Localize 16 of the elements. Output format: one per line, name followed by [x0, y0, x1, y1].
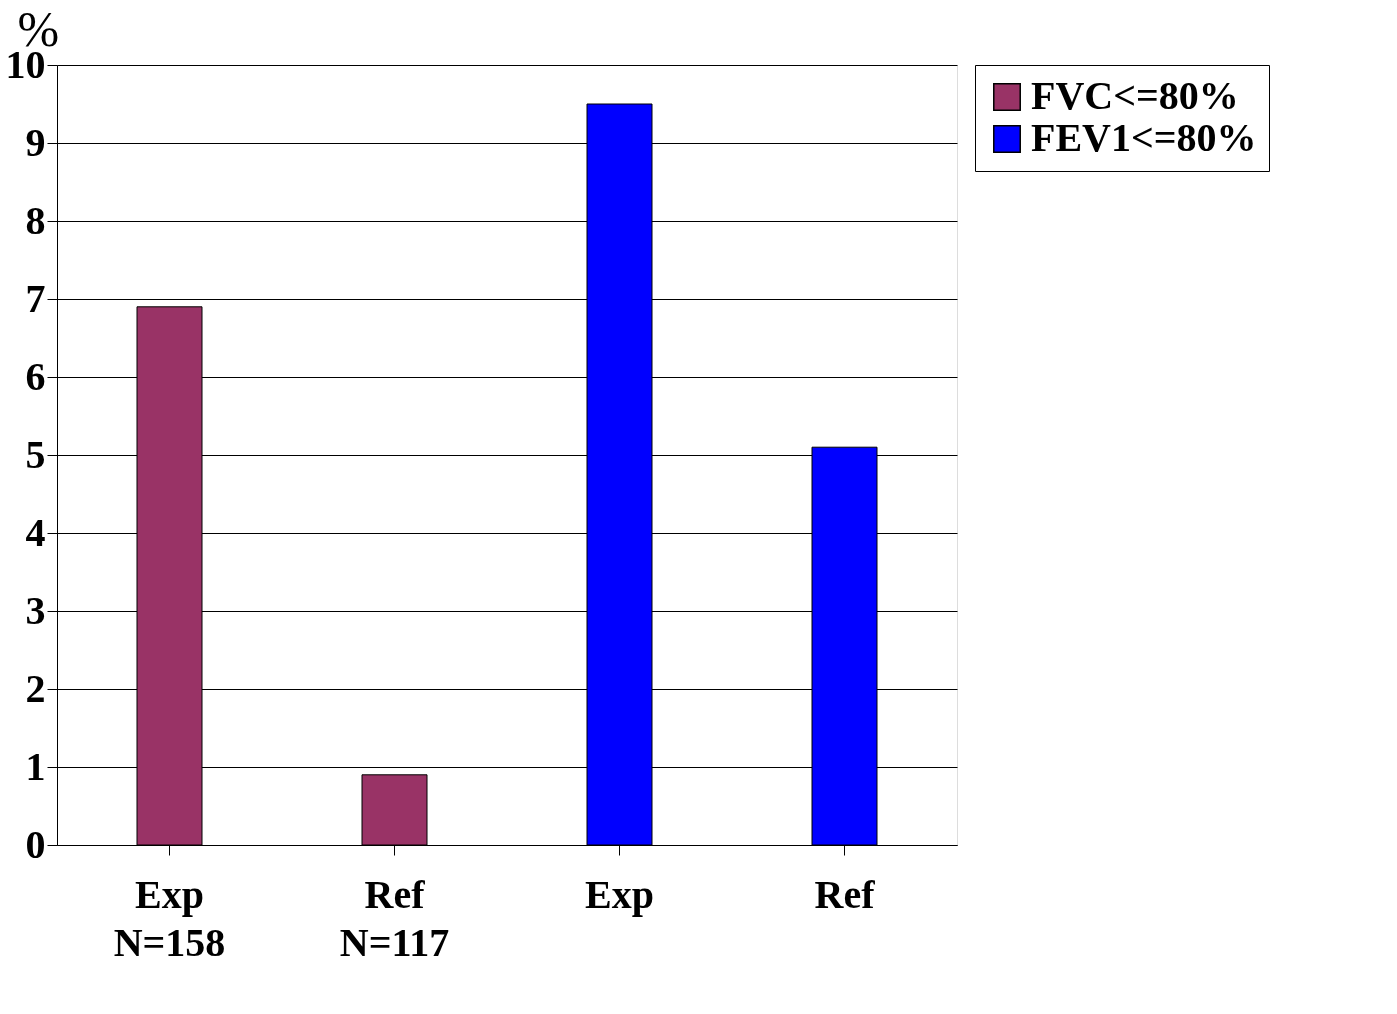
y-tick-label: 0	[25, 821, 46, 867]
y-tick-label: 8	[25, 197, 46, 243]
x-tick-label: Exp N=158	[113, 871, 226, 965]
y-tick-label: 3	[25, 587, 46, 633]
x-tick-label: Ref	[814, 871, 876, 917]
y-tick-label: 1	[25, 743, 46, 789]
legend-label: FEV1<=80%	[1031, 115, 1257, 160]
legend-label: FVC<=80%	[1031, 73, 1239, 118]
y-tick-label: 5	[25, 431, 46, 477]
y-tick-label: 9	[25, 119, 46, 165]
y-tick-label: 6	[25, 353, 46, 399]
y-tick-label: 4	[25, 509, 46, 555]
x-tick-label: Ref N=117	[339, 871, 450, 965]
y-tick-label: 2	[25, 665, 46, 711]
y-tick-label: 7	[25, 275, 46, 321]
x-tick-label: Exp	[585, 871, 654, 917]
